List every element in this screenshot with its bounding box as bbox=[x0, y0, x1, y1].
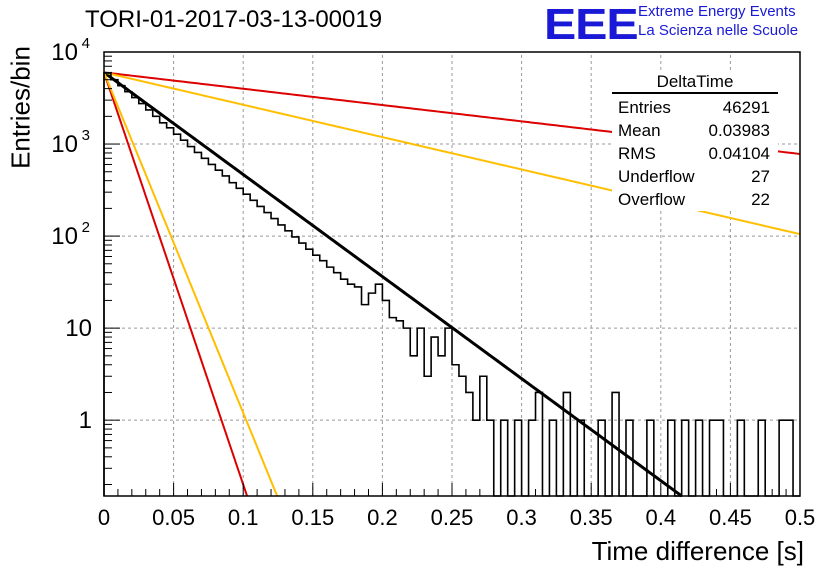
axis-ticks bbox=[103, 51, 801, 496]
stats-label: Underflow bbox=[618, 167, 695, 186]
stats-row-overflow: Overflow 22 bbox=[612, 188, 778, 211]
x-tick-label: 0.45 bbox=[709, 505, 752, 530]
histogram-bars bbox=[103, 72, 800, 497]
stats-label: Overflow bbox=[618, 190, 686, 209]
x-axis-label: Time difference [s] bbox=[591, 536, 804, 566]
x-tick-label: 0.35 bbox=[570, 505, 613, 530]
stats-label: Entries bbox=[618, 98, 671, 117]
stats-row-entries: Entries 46291 bbox=[612, 96, 778, 119]
stats-value: 0.04104 bbox=[708, 144, 770, 163]
project-name: Extreme Energy Events La Scienza nelle S… bbox=[638, 2, 798, 40]
y-tick-label: 10 bbox=[51, 39, 78, 66]
stats-row-mean: Mean 0.03983 bbox=[612, 119, 778, 142]
fit-curve-3 bbox=[103, 72, 249, 497]
stats-value: 27 bbox=[751, 167, 770, 186]
histogram-outline bbox=[103, 72, 800, 497]
y-tick-label: 10 bbox=[51, 131, 78, 158]
x-tick-label: 0.1 bbox=[228, 505, 259, 530]
stats-value: 22 bbox=[751, 190, 770, 209]
fit-curve-4 bbox=[103, 72, 279, 497]
stats-row-underflow: Underflow 27 bbox=[612, 165, 778, 188]
axis-tick-labels: 0 0.05 0.1 0.15 0.2 0.25 0.3 0.35 0.4 0.45 0.5 1 10 1… bbox=[51, 35, 815, 530]
plot-title: TORI-01-2017-03-13-00019 bbox=[85, 6, 383, 33]
y-tick-label: 1 bbox=[79, 407, 92, 434]
y-axis-label: Entries/bin bbox=[5, 46, 36, 169]
x-tick-label: 0 bbox=[98, 505, 110, 530]
x-tick-label: 0.2 bbox=[367, 505, 398, 530]
project-line-2: La Scienza nelle Scuole bbox=[638, 22, 799, 39]
eee-logo: EEE bbox=[544, 0, 639, 49]
stats-value: 46291 bbox=[722, 98, 770, 117]
x-tick-label: 0.5 bbox=[785, 505, 816, 530]
stats-label: RMS bbox=[618, 144, 656, 163]
project-line-1: Extreme Energy Events bbox=[638, 3, 796, 20]
fit-curve-0 bbox=[103, 71, 683, 498]
stats-title: DeltaTime bbox=[612, 72, 778, 94]
stats-label: Mean bbox=[618, 121, 661, 140]
y-tick-exponent: 4 bbox=[82, 35, 90, 52]
stats-value: 0.03983 bbox=[708, 121, 770, 140]
x-tick-label: 0.25 bbox=[431, 505, 474, 530]
y-tick-label: 10 bbox=[51, 223, 78, 250]
x-tick-label: 0.3 bbox=[506, 505, 537, 530]
stats-box: DeltaTime Entries 46291 Mean 0.03983 RMS 0.… bbox=[612, 72, 778, 211]
y-tick-exponent: 3 bbox=[82, 127, 90, 144]
y-tick-label: 10 bbox=[65, 315, 92, 342]
x-tick-label: 0.15 bbox=[291, 505, 334, 530]
y-tick-exponent: 2 bbox=[82, 219, 90, 236]
stats-row-rms: RMS 0.04104 bbox=[612, 142, 778, 165]
x-tick-label: 0.4 bbox=[646, 505, 677, 530]
x-tick-label: 0.05 bbox=[152, 505, 195, 530]
